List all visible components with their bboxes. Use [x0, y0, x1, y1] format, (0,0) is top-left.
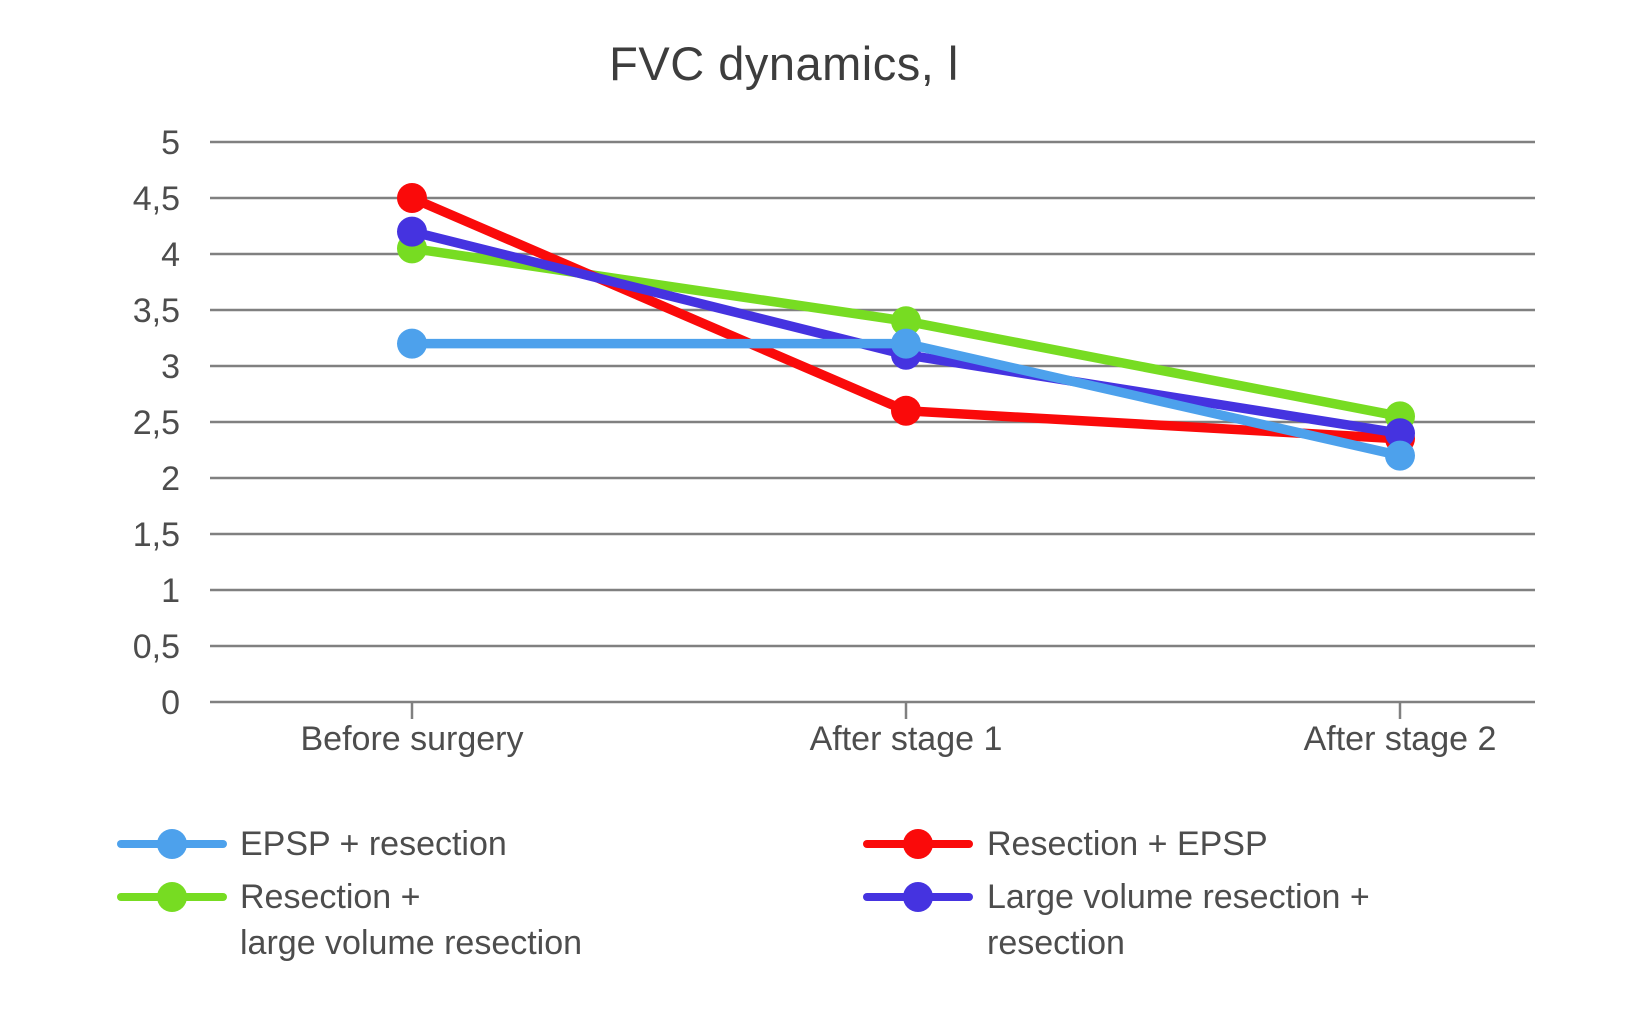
- legend-label: Resection + EPSP: [987, 821, 1268, 867]
- legend-label-line: Large volume resection +: [987, 878, 1370, 916]
- legend-item-1: Resection + EPSP: [863, 821, 1268, 867]
- x-tick-label: After stage 2: [1304, 720, 1497, 758]
- legend-item-2: Resection + large volume resection: [117, 874, 582, 966]
- data-point-marker-1: [397, 183, 427, 213]
- legend-label: Large volume resection + resection: [987, 874, 1370, 966]
- y-tick-label: 2: [161, 460, 180, 498]
- y-tick-label: 5: [161, 124, 180, 162]
- legend-swatch-icon: [863, 829, 973, 859]
- y-tick-label: 4: [161, 236, 180, 274]
- legend-label-line: large volume resection: [240, 924, 583, 962]
- data-point-marker-0: [1385, 440, 1415, 471]
- y-tick-label: 4,5: [133, 180, 180, 218]
- chart-title: FVC dynamics, l: [609, 37, 959, 90]
- legend-swatch-icon: [863, 882, 973, 912]
- legend-swatch-icon: [117, 882, 227, 912]
- y-tick-label: 3,5: [133, 292, 180, 330]
- legend-item-3: Large volume resection + resection: [863, 874, 1370, 966]
- y-tick-label: 2,5: [133, 404, 180, 442]
- legend-label: EPSP + resection: [240, 821, 507, 867]
- legend-label-line: EPSP + resection: [240, 825, 507, 863]
- legend-label-line: resection: [987, 924, 1125, 962]
- data-point-marker-3: [1385, 418, 1415, 449]
- legend-label-line: Resection +: [240, 878, 421, 916]
- legend-swatch-icon: [117, 829, 227, 859]
- y-tick-label: 1: [161, 572, 180, 610]
- y-tick-label: 1,5: [133, 516, 180, 554]
- legend-marker-dot: [903, 829, 933, 859]
- legend-label-line: Resection + EPSP: [987, 825, 1268, 863]
- legend-marker-dot: [157, 882, 187, 912]
- legend-marker-dot: [157, 829, 187, 859]
- data-point-marker-0: [397, 328, 427, 359]
- legend-marker-dot: [903, 882, 933, 912]
- y-tick-label: 3: [161, 348, 180, 386]
- y-tick-label: 0: [161, 684, 180, 722]
- data-point-marker-2: [891, 306, 921, 337]
- data-point-marker-0: [891, 328, 921, 359]
- legend-label: Resection + large volume resection: [240, 874, 582, 966]
- x-tick-label: After stage 1: [810, 720, 1003, 758]
- y-tick-label: 0,5: [133, 628, 180, 666]
- data-point-marker-1: [891, 395, 921, 426]
- legend-item-0: EPSP + resection: [117, 821, 507, 867]
- data-point-marker-3: [397, 216, 427, 247]
- x-tick-label: Before surgery: [301, 720, 524, 758]
